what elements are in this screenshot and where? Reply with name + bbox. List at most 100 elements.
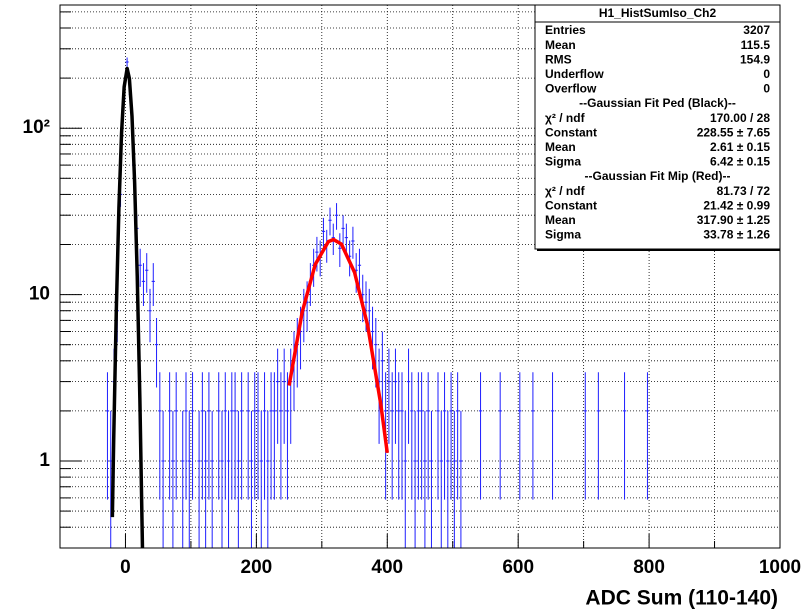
stats-background — [534, 4, 781, 250]
histogram-bin — [233, 372, 237, 500]
stats-label: χ² / ndf — [545, 184, 586, 198]
histogram-bin — [328, 207, 332, 236]
histogram-bin — [344, 223, 348, 255]
histogram-bin — [436, 372, 440, 500]
stats-value: 170.00 / 28 — [710, 111, 770, 125]
histogram-bin — [452, 410, 456, 548]
stats-value: 0 — [763, 82, 770, 96]
x-tick-label: 1000 — [759, 557, 801, 578]
x-tick-label: 600 — [502, 557, 534, 578]
histogram-bin — [141, 263, 146, 307]
x-tick-label: 400 — [371, 557, 403, 578]
histogram-bin — [410, 372, 414, 500]
histogram-bin — [478, 372, 483, 500]
histogram-bin — [145, 253, 149, 293]
histogram-bin — [282, 348, 286, 444]
histogram-bin — [334, 203, 339, 230]
histogram-bin — [439, 410, 443, 548]
histogram-bin — [174, 372, 178, 500]
histogram-bin — [400, 372, 404, 500]
stats-label: Mean — [545, 213, 576, 227]
stats-label: Constant — [545, 198, 597, 212]
histogram-bin — [262, 372, 267, 500]
histogram-bin — [403, 410, 407, 548]
x-axis-title: ADC Sum (110-140) — [585, 587, 778, 610]
fit-curve — [110, 66, 145, 549]
histogram-bin — [413, 410, 417, 548]
histogram-bin — [429, 410, 434, 548]
y-tick-label: 10² — [23, 117, 50, 138]
histogram-bin — [442, 372, 447, 500]
histogram-bin — [197, 410, 201, 548]
stats-section: --Gaussian Fit Mip (Red)-- — [585, 169, 731, 183]
histogram-bin — [357, 248, 362, 287]
y-tick-label: 10 — [29, 284, 50, 305]
stats-label: Constant — [545, 125, 597, 139]
histogram-bin — [184, 372, 188, 500]
histogram-bin — [161, 410, 165, 548]
histogram-bin — [190, 372, 195, 500]
stats-value: 2.61 ± 0.15 — [710, 140, 770, 154]
histogram-bin — [393, 348, 398, 444]
histogram-bin — [423, 410, 427, 548]
stats-label: Mean — [545, 140, 576, 154]
histogram-bin — [459, 410, 463, 548]
stats-value: 6.42 ± 0.15 — [710, 155, 770, 169]
stats-box: H1_HistSumIso_Ch2 Entries 3207 Mean 115.5 RMS… — [534, 4, 781, 251]
histogram-bin — [279, 372, 283, 500]
stats-value: 115.5 — [741, 38, 771, 52]
x-tick-label: 200 — [241, 557, 273, 578]
y-tick-label: 1 — [39, 450, 50, 471]
histogram-bin — [518, 372, 522, 500]
histogram-bin — [105, 372, 110, 500]
stats-value: 3207 — [743, 23, 770, 37]
stats-value: 317.90 ± 1.25 — [697, 213, 771, 227]
histogram-bin — [154, 317, 159, 388]
histogram-bin — [341, 215, 345, 245]
histogram-bin — [207, 372, 211, 500]
histogram-bin — [498, 372, 502, 500]
histogram-bin — [406, 348, 411, 444]
histogram-bin — [269, 372, 273, 500]
histogram-bin — [583, 372, 587, 500]
histogram-bin — [125, 57, 129, 67]
histogram-bin — [138, 248, 142, 287]
stats-value: 33.78 ± 1.26 — [703, 228, 770, 242]
histogram-bin — [338, 233, 342, 268]
stats-value: 81.73 / 72 — [717, 184, 771, 198]
histogram-bin — [187, 410, 191, 548]
stats-label: Underflow — [545, 67, 604, 81]
stats-section: --Gaussian Fit Ped (Black)-- — [579, 96, 736, 110]
histogram-bin — [171, 410, 175, 548]
histogram-bin — [420, 372, 424, 500]
histogram-bin — [645, 372, 650, 500]
stats-value: 21.42 ± 0.99 — [703, 198, 770, 212]
histogram-bin — [223, 372, 227, 500]
histogram-bin — [210, 410, 214, 548]
stats-label: Sigma — [545, 155, 581, 169]
histogram-bin — [449, 372, 453, 500]
histogram-bin — [531, 372, 535, 500]
histogram-bin — [168, 372, 172, 500]
stats-shadow — [537, 249, 780, 251]
histogram-bin — [253, 372, 257, 500]
frame — [59, 4, 781, 549]
histogram-bin — [181, 410, 185, 548]
histogram-bin — [272, 372, 276, 500]
histogram-bin — [426, 372, 430, 500]
stats-label: RMS — [545, 52, 572, 66]
histogram-bin — [315, 236, 319, 272]
histogram-bin — [456, 372, 460, 500]
stats-label: Mean — [545, 38, 576, 52]
histogram-bin — [321, 217, 326, 248]
x-tick-label: 800 — [633, 557, 665, 578]
stats-label: Entries — [545, 23, 586, 37]
histogram-bin — [285, 372, 290, 500]
histogram-bin — [622, 372, 627, 500]
histogram-bin — [596, 372, 600, 500]
histogram-bin — [249, 410, 254, 548]
stats-value: 228.55 ± 7.65 — [697, 125, 771, 139]
stats-label: χ² / ndf — [545, 111, 586, 125]
histogram-bin — [390, 372, 394, 500]
